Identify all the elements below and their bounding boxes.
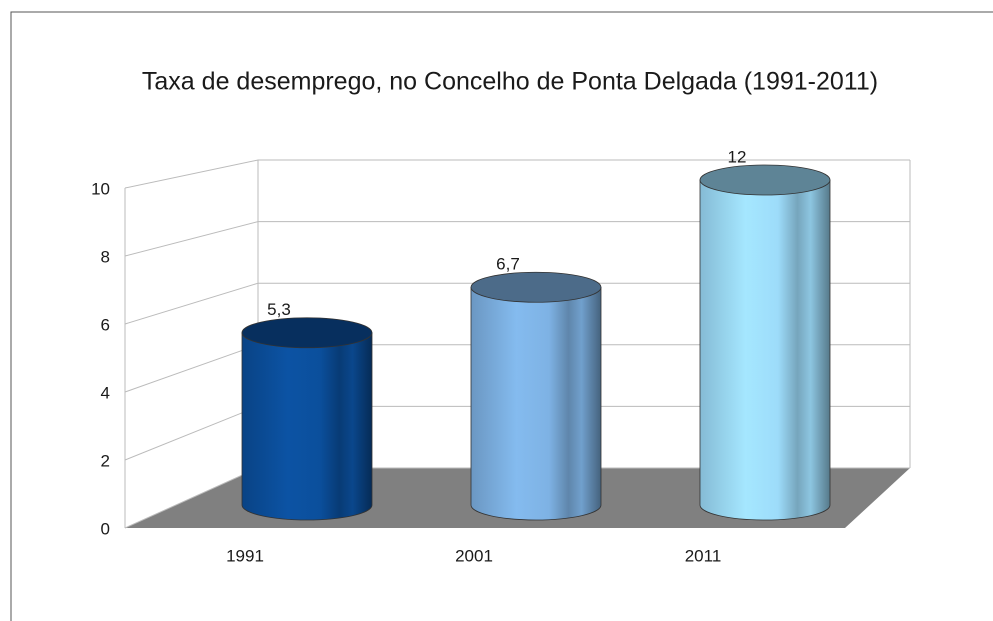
y-tick-label: 2 [101,451,110,470]
y-tick-label: 8 [101,247,110,266]
bar [699,179,831,521]
x-tick-label: 1991 [226,546,264,565]
x-tick-label: 2001 [455,546,493,565]
y-tick-label: 10 [91,179,110,198]
chart-title: Taxa de desemprego, no Concelho de Ponta… [142,68,878,96]
bar-top [699,164,831,196]
bar-top [470,271,602,303]
y-tick-label: 0 [101,519,110,538]
bar [470,286,602,521]
grid-line [124,282,910,325]
data-label: 12 [728,147,747,166]
data-label: 6,7 [496,255,520,274]
x-tick-label: 2011 [685,546,722,565]
data-label: 5,3 [267,300,291,319]
grid-line [124,221,910,257]
grid-line [124,159,910,189]
y-tick-label: 6 [101,315,110,334]
plot [241,164,831,521]
y-tick-label: 4 [101,383,110,402]
bar-top [241,317,373,349]
bar [241,332,373,521]
